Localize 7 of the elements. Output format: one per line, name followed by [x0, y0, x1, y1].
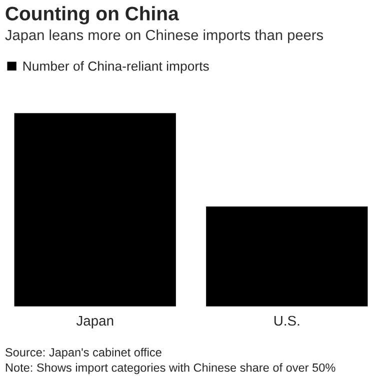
source-note: Source: Japan's cabinet office — [6, 348, 162, 359]
legend-label: Number of China-reliant imports — [23, 61, 209, 74]
chart-title: Counting on China — [6, 6, 179, 24]
text: Note: Shows import categories with Chinese share of over 50% — [6, 363, 336, 374]
x-tick-label: U.S. — [274, 316, 300, 326]
chart-subtitle: Japan leans more on Chinese imports than peers — [5, 29, 324, 44]
x-tick-label: Japan — [76, 316, 114, 328]
